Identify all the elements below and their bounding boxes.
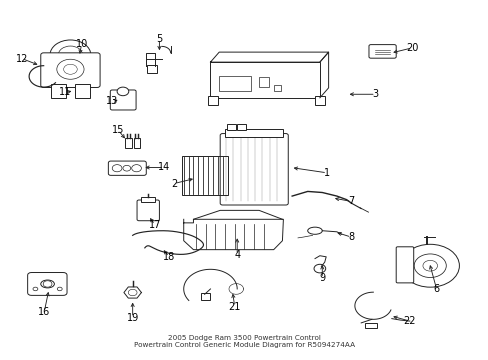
Bar [133,138,140,148]
Text: 15: 15 [112,125,124,135]
Bar [141,197,155,202]
Text: 2: 2 [170,179,177,189]
Text: 6: 6 [432,284,439,294]
Circle shape [413,254,446,278]
FancyBboxPatch shape [41,53,100,87]
Text: 20: 20 [405,43,418,53]
Bar [75,84,90,98]
FancyBboxPatch shape [220,134,287,205]
Circle shape [57,287,62,291]
Text: 17: 17 [148,220,161,230]
Text: 13: 13 [106,96,118,107]
Circle shape [50,40,91,70]
Circle shape [57,59,84,79]
Text: 9: 9 [319,273,325,283]
Circle shape [313,264,325,273]
Bar [210,62,319,98]
Bar [207,96,217,105]
Bar [237,123,245,130]
Bar [227,123,236,130]
Bar [224,129,283,137]
Text: 11: 11 [59,87,71,98]
Text: 3: 3 [372,89,378,99]
Bar [219,76,250,91]
Bar [201,293,210,300]
Text: 8: 8 [347,232,354,242]
FancyBboxPatch shape [110,90,136,110]
FancyBboxPatch shape [28,273,67,296]
Circle shape [400,244,458,287]
Bar [51,84,65,98]
Circle shape [122,165,130,171]
Circle shape [63,64,77,74]
Bar [125,138,132,148]
Text: 4: 4 [234,250,240,260]
Circle shape [117,87,128,96]
Bar [182,156,228,195]
Text: 19: 19 [126,312,139,323]
Bar [147,65,157,73]
Circle shape [33,287,38,291]
Ellipse shape [41,280,54,288]
Text: 10: 10 [75,39,87,49]
Bar [365,323,376,328]
Text: 7: 7 [347,197,354,206]
Circle shape [422,260,437,271]
FancyBboxPatch shape [368,45,395,58]
Text: 5: 5 [156,34,162,44]
Circle shape [128,289,137,296]
Text: 2005 Dodge Ram 3500 Powertrain Control
Powertrain Control Generic Module Diagram: 2005 Dodge Ram 3500 Powertrain Control P… [134,335,354,348]
Bar [314,96,324,105]
Circle shape [131,165,141,172]
Bar [259,77,268,87]
FancyBboxPatch shape [137,200,159,221]
Text: 21: 21 [228,302,241,312]
Circle shape [43,281,52,287]
Circle shape [58,46,82,64]
Text: 18: 18 [163,252,175,262]
Circle shape [112,165,122,172]
Text: 22: 22 [403,316,415,326]
Bar [273,85,281,91]
Ellipse shape [307,227,322,234]
FancyBboxPatch shape [108,161,146,175]
Text: 1: 1 [324,168,329,178]
Text: 16: 16 [38,307,50,317]
FancyBboxPatch shape [395,247,413,283]
Text: 14: 14 [158,162,170,172]
Text: 12: 12 [16,54,28,64]
